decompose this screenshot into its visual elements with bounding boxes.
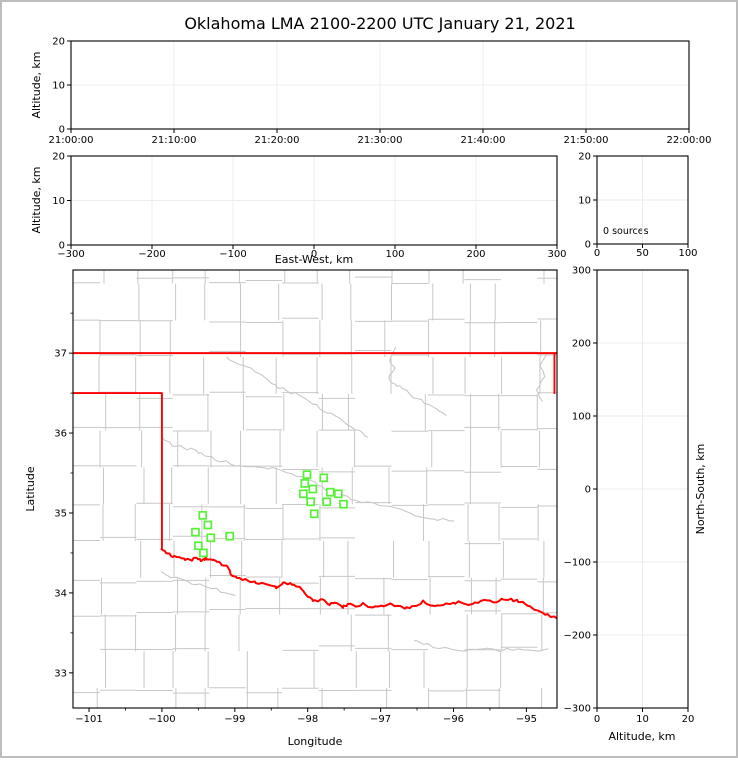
y-tick-label: −200 <box>564 631 591 642</box>
panel-eastwest-altitude: −300 −200 −100 0 100 200 300 0 10 20 <box>52 152 566 261</box>
panel-northsouth-altitude: 0 10 20 300 200 100 0 −100 −200 −300 <box>564 266 695 726</box>
lma-station-marker <box>199 548 208 558</box>
y-tick-label: 37 <box>54 349 67 360</box>
river-line <box>388 347 447 417</box>
river-line <box>536 352 547 402</box>
river-line <box>413 640 549 653</box>
ns-panel-ylabel: North-South, km <box>694 444 707 535</box>
lma-station-marker <box>302 470 312 479</box>
x-tick-label: −99 <box>224 714 245 725</box>
lma-station-marker <box>194 541 203 551</box>
y-tick-label: 34 <box>54 588 67 599</box>
map-ylabel: Latitude <box>24 466 37 512</box>
x-tick-label: 0 <box>594 248 600 259</box>
ns-panel-xlabel: Altitude, km <box>608 730 675 743</box>
x-tick-label: −97 <box>370 714 391 725</box>
lma-station-marker <box>339 499 348 509</box>
y-tick-label: 10 <box>578 196 591 207</box>
lma-station-marker <box>203 520 213 530</box>
sources-count-annotation: 0 sources <box>603 226 649 237</box>
x-tick-label: 200 <box>466 249 485 260</box>
y-tick-label: 0 <box>585 240 591 251</box>
x-tick-label: −101 <box>75 714 102 725</box>
lma-station-marker <box>325 487 335 497</box>
x-tick-label: 300 <box>547 249 566 260</box>
x-tick-label: 21:50:00 <box>564 135 609 146</box>
x-tick-label: 21:30:00 <box>358 135 403 146</box>
river-line <box>160 571 236 596</box>
x-tick-label: 0 <box>594 714 600 725</box>
figure-title: Oklahoma LMA 2100-2200 UTC January 21, 2… <box>184 14 575 33</box>
x-tick-label: −200 <box>138 249 165 260</box>
map-xlabel: Longitude <box>288 735 343 748</box>
x-tick-label: −100 <box>219 249 246 260</box>
y-tick-label: 200 <box>572 339 591 350</box>
lma-station-marker <box>206 533 216 543</box>
x-tick-label: 10 <box>636 714 649 725</box>
x-tick-label: −300 <box>57 249 84 260</box>
y-tick-label: 0 <box>585 485 591 496</box>
panel-plan-view-map: −101 −100 −99 −98 −97 −96 −95 33 34 35 36 37 <box>54 269 558 725</box>
y-tick-label: 36 <box>54 429 67 440</box>
lma-station-marker <box>225 531 235 541</box>
panel-altitude-histogram: 0 50 100 0 10 20 <box>578 152 697 260</box>
x-tick-label: −95 <box>516 714 537 725</box>
y-tick-label: 0 <box>59 125 65 136</box>
y-tick-label: 35 <box>54 508 67 519</box>
ew-panel-xlabel: East-West, km <box>275 253 353 266</box>
y-tick-label: 20 <box>52 152 65 163</box>
x-tick-label: 0 <box>311 249 317 260</box>
ew-panel-ylabel: Altitude, km <box>30 166 43 233</box>
state-border-red-river <box>160 548 557 620</box>
y-tick-label: 300 <box>572 266 591 277</box>
county-boundaries <box>73 270 557 708</box>
y-tick-label: −100 <box>564 558 591 569</box>
lma-stations <box>191 470 348 558</box>
y-tick-label: 33 <box>54 668 67 679</box>
x-tick-label: 100 <box>385 249 404 260</box>
x-tick-label: 21:00:00 <box>49 135 94 146</box>
lma-station-marker <box>333 489 343 499</box>
x-tick-label: 21:10:00 <box>152 135 197 146</box>
lma-station-marker <box>322 497 332 507</box>
lma-station-marker <box>306 497 315 507</box>
lma-station-marker <box>308 484 318 494</box>
x-tick-label: −96 <box>443 714 464 725</box>
lma-station-marker <box>191 527 200 537</box>
y-tick-label: 20 <box>52 37 65 48</box>
x-tick-label: 21:20:00 <box>255 135 300 146</box>
x-tick-label: 50 <box>636 248 649 259</box>
river-line <box>226 356 369 438</box>
y-tick-label: 20 <box>578 152 591 163</box>
lma-station-marker <box>319 473 329 483</box>
state-border-west <box>73 392 163 550</box>
time-panel-ylabel: Altitude, km <box>30 51 43 118</box>
map-content <box>73 270 557 708</box>
panel-time-altitude: 21:00:00 21:10:00 21:20:00 21:30:00 21:40:00… <box>49 37 712 147</box>
panel-frame <box>72 269 558 709</box>
y-tick-label: −300 <box>564 704 591 715</box>
lma-station-marker <box>298 489 308 499</box>
lma-station-marker <box>198 511 208 520</box>
x-tick-label: 100 <box>678 248 697 259</box>
lma-station-marker <box>309 509 319 519</box>
y-tick-label: 10 <box>52 81 65 92</box>
x-tick-label: −98 <box>297 714 318 725</box>
y-tick-label: 0 <box>59 241 65 252</box>
y-tick-label: 100 <box>572 412 591 423</box>
y-tick-label: 10 <box>52 196 65 207</box>
x-tick-label: 21:40:00 <box>461 135 506 146</box>
x-tick-label: −100 <box>148 714 175 725</box>
x-tick-label: 20 <box>682 714 695 725</box>
x-tick-label: 22:00:00 <box>667 135 712 146</box>
lma-station-marker <box>300 479 310 488</box>
